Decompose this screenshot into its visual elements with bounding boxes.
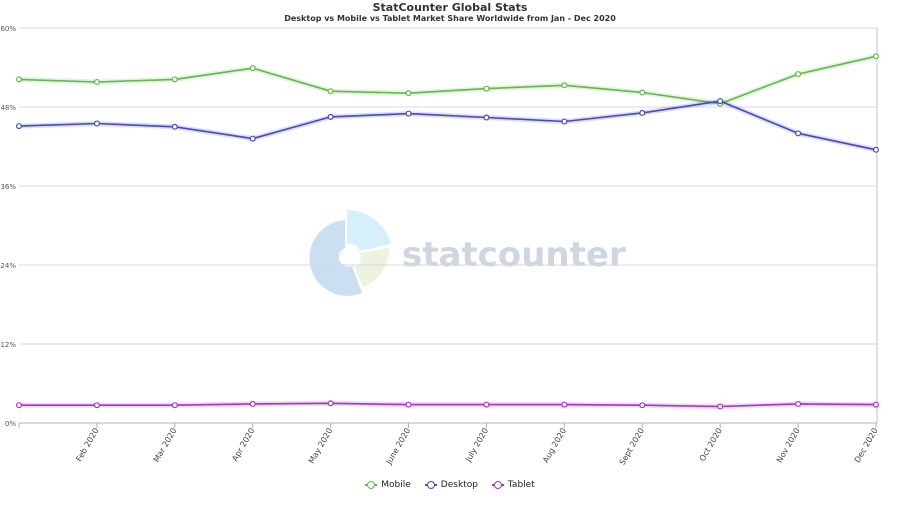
- x-tick-label: May 2020: [307, 427, 335, 466]
- tablet-point[interactable]: [872, 401, 879, 408]
- desktop-point[interactable]: [561, 118, 568, 125]
- tablet-point[interactable]: [717, 403, 724, 410]
- desktop-point[interactable]: [171, 123, 178, 130]
- legend-label-mobile: Mobile: [381, 480, 411, 490]
- y-tick-label: 48%: [0, 104, 16, 112]
- x-tick-label: Sept 2020: [618, 427, 646, 467]
- watermark-logo-blue: [309, 220, 362, 296]
- legend-swatch-mobile: [365, 480, 378, 490]
- x-tick-label: Feb 2020: [74, 427, 100, 464]
- desktop-point[interactable]: [639, 109, 646, 116]
- legend-item-tablet[interactable]: Tablet: [491, 480, 535, 490]
- mobile-point[interactable]: [872, 53, 879, 60]
- desktop-point[interactable]: [16, 123, 23, 130]
- tablet-line: [19, 402, 877, 408]
- mobile-point[interactable]: [483, 85, 490, 92]
- chart-subtitle: Desktop vs Mobile vs Tablet Market Share…: [284, 14, 616, 23]
- chart-title: StatCounter Global Stats: [372, 1, 528, 14]
- x-tick-label: Dec 2020: [853, 427, 880, 465]
- watermark-logo-cyan: [347, 210, 391, 251]
- desktop-point[interactable]: [327, 113, 334, 120]
- mobile-point[interactable]: [795, 71, 802, 78]
- desktop-point[interactable]: [483, 114, 490, 121]
- legend-swatch-tablet: [491, 480, 504, 490]
- tablet-point[interactable]: [561, 401, 568, 408]
- legend-item-mobile[interactable]: Mobile: [365, 480, 411, 490]
- mobile-point[interactable]: [639, 89, 646, 96]
- y-tick-label: 60%: [0, 25, 16, 33]
- y-tick-label: 0%: [5, 420, 16, 428]
- tablet-point[interactable]: [795, 400, 802, 407]
- desktop-point[interactable]: [717, 98, 724, 105]
- tablet-point[interactable]: [171, 402, 178, 409]
- legend-label-desktop: Desktop: [440, 480, 478, 490]
- desktop-line: [18, 100, 877, 151]
- y-tick-label: 36%: [0, 183, 16, 191]
- x-tick-label: Mar 2020: [152, 427, 179, 464]
- mobile-point[interactable]: [561, 82, 568, 89]
- desktop-point[interactable]: [405, 110, 412, 117]
- mobile-line: [18, 55, 877, 105]
- legend-swatch-desktop: [424, 480, 437, 490]
- y-tick-label: 24%: [0, 262, 16, 270]
- tablet-point[interactable]: [327, 400, 334, 407]
- legend-item-desktop[interactable]: Desktop: [424, 480, 478, 490]
- watermark-text: statcounter: [402, 235, 626, 275]
- mobile-point[interactable]: [405, 90, 412, 97]
- x-tick-label: Oct 2020: [698, 427, 724, 463]
- x-tick-label: Apr 2020: [230, 427, 256, 463]
- desktop-point[interactable]: [249, 135, 256, 142]
- tablet-point[interactable]: [483, 401, 490, 408]
- legend-label-tablet: Tablet: [507, 480, 535, 490]
- watermark-logo-green: [355, 248, 390, 287]
- statcounter-watermark: statcounter: [309, 210, 626, 296]
- mobile-point[interactable]: [327, 88, 334, 95]
- desktop-point[interactable]: [872, 146, 879, 153]
- y-tick-label: 12%: [0, 341, 16, 349]
- tablet-point[interactable]: [249, 400, 256, 407]
- x-tick-label: Nov 2020: [775, 427, 802, 465]
- tablet-point[interactable]: [16, 402, 23, 409]
- x-tick-label: July 2020: [463, 427, 490, 465]
- mobile-point[interactable]: [249, 65, 256, 72]
- tablet-point[interactable]: [405, 401, 412, 408]
- desktop-point[interactable]: [93, 120, 100, 127]
- tablet-point[interactable]: [639, 402, 646, 409]
- mobile-point[interactable]: [16, 76, 23, 83]
- mobile-point[interactable]: [171, 76, 178, 83]
- x-tick-label: Aug 2020: [541, 427, 568, 465]
- desktop-point[interactable]: [795, 130, 802, 137]
- x-tick-label: June 2020: [384, 427, 412, 467]
- mobile-point[interactable]: [93, 78, 100, 85]
- chart-legend: Mobile Desktop Tablet: [0, 480, 900, 490]
- tablet-point[interactable]: [93, 402, 100, 409]
